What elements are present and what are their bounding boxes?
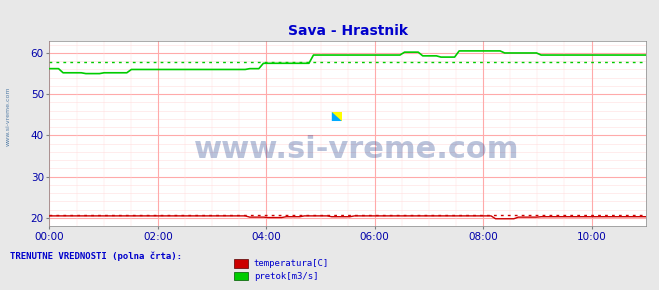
Polygon shape [332, 112, 342, 121]
Text: TRENUTNE VREDNOSTI (polna črta):: TRENUTNE VREDNOSTI (polna črta): [10, 252, 182, 261]
Polygon shape [332, 112, 342, 121]
Text: pretok[m3/s]: pretok[m3/s] [254, 271, 318, 281]
Title: Sava - Hrastnik: Sava - Hrastnik [287, 24, 408, 38]
Text: www.si-vreme.com: www.si-vreme.com [194, 135, 519, 164]
Text: www.si-vreme.com: www.si-vreme.com [5, 86, 11, 146]
Text: temperatura[C]: temperatura[C] [254, 259, 329, 268]
